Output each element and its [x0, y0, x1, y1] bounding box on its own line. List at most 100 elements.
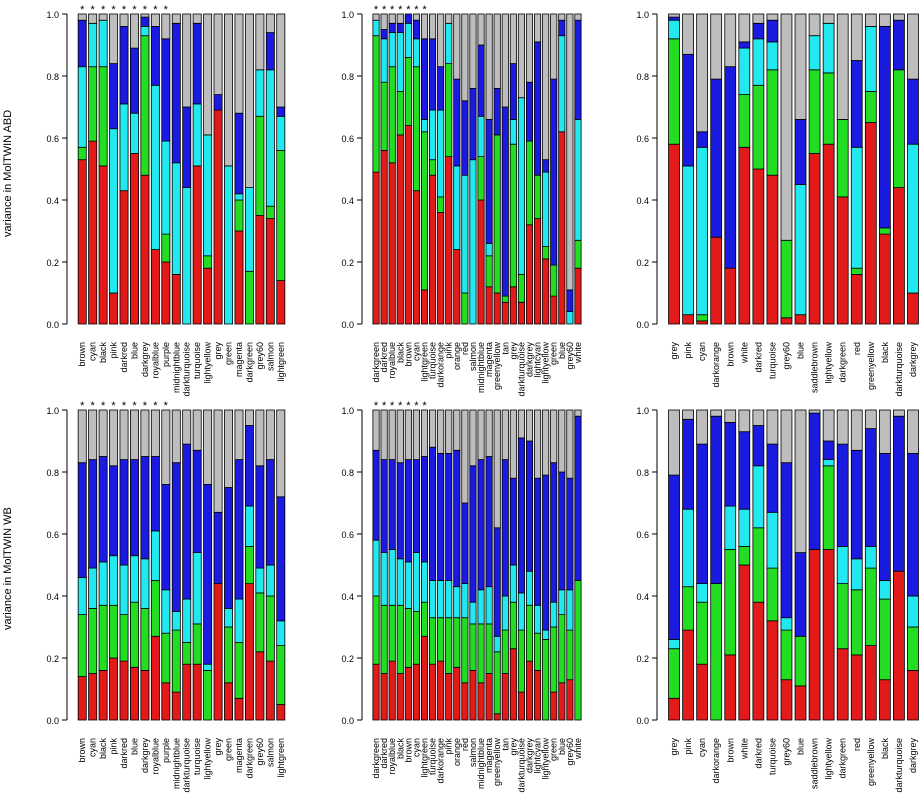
- bar-segment-grey: [461, 13, 469, 102]
- bar-segment-green: [244, 270, 254, 325]
- y-tick-label: 0.0: [341, 320, 354, 330]
- bar-segment-green: [234, 199, 244, 232]
- bar-segment-cyan: [542, 629, 550, 640]
- bar-segment-blue: [109, 63, 119, 130]
- category-label: red: [852, 342, 862, 355]
- bar-segment-grey: [396, 13, 404, 24]
- bar-segment-grey: [388, 409, 396, 460]
- bar-segment-grey: [140, 13, 150, 18]
- bar-segment-cyan: [453, 586, 461, 619]
- bar-segment-cyan: [453, 165, 461, 250]
- bar-segment-blue: [696, 443, 709, 585]
- category-label: midnightblue: [476, 342, 486, 393]
- bar-segment-grey: [850, 13, 863, 61]
- bar-segment-grey: [710, 409, 723, 417]
- bar-segment-blue: [752, 425, 765, 467]
- panel-bottom-left: 0.0 0.2 0.4 0.6 0.8 1.0 brown * cyan * black * pink *…: [46, 400, 285, 793]
- bar-segment-grey: [192, 13, 202, 24]
- significance-star: *: [122, 4, 127, 16]
- bar-segment-green: [493, 651, 501, 715]
- category-label: darkred: [119, 342, 129, 373]
- category-label: cyan: [88, 738, 98, 757]
- bar-segment-green: [517, 629, 525, 693]
- bar-segment-grey: [574, 409, 582, 417]
- bar-segment-blue: [171, 22, 181, 164]
- bar-segment-grey: [794, 409, 807, 554]
- bar-segment-red: [878, 233, 891, 325]
- category-label: white: [739, 342, 749, 364]
- bar-segment-red: [780, 679, 793, 721]
- bar-segment-cyan: [140, 25, 150, 37]
- y-tick-label: 0.8: [636, 72, 649, 82]
- bar-segment-cyan: [161, 140, 171, 235]
- y-tick-label: 0.6: [636, 134, 649, 144]
- bar-segment-blue: [119, 459, 129, 566]
- bar-segment-red: [372, 663, 380, 721]
- category-label: cyan: [697, 738, 707, 757]
- bar-segment-grey: [404, 409, 412, 460]
- category-label: lightyellow: [824, 342, 834, 384]
- bar-segment-green: [77, 614, 87, 677]
- bar-segment-cyan: [265, 564, 275, 597]
- bar-segment-cyan: [396, 32, 404, 92]
- bar-segment-red: [836, 648, 849, 721]
- y-tick-label: 0.4: [341, 196, 354, 206]
- bar-segment-cyan: [566, 311, 574, 325]
- bar-segment-green: [203, 670, 213, 721]
- category-label: grey: [213, 738, 223, 756]
- bar-segment-green: [182, 642, 192, 665]
- bar-segment-cyan: [412, 38, 420, 68]
- bar-segment-green: [752, 527, 765, 603]
- bar-segment-green: [203, 255, 213, 269]
- bar-segment-blue: [493, 88, 501, 136]
- category-label: pink: [444, 342, 454, 359]
- bar-segment-blue: [276, 106, 286, 117]
- y-tick-label: 1.0: [636, 406, 649, 416]
- significance-star: *: [132, 400, 137, 412]
- significance-star: *: [122, 400, 127, 412]
- bar-segment-cyan: [808, 35, 821, 71]
- y-tick-label: 1.0: [46, 406, 59, 416]
- bar-segment-green: [808, 69, 821, 154]
- bar-segment-red: [396, 673, 404, 721]
- bar-segment-red: [429, 174, 437, 325]
- bar-segment-grey: [738, 409, 751, 433]
- bar-segment-grey: [517, 13, 525, 99]
- bar-segment-cyan: [696, 583, 709, 603]
- y-tick-label: 0.2: [636, 654, 649, 664]
- category-label: white: [739, 738, 749, 760]
- bar-segment-cyan: [445, 22, 453, 64]
- y-tick-label: 0.6: [636, 530, 649, 540]
- y-tick-label: 0.4: [46, 196, 59, 206]
- category-label: lightgreen: [420, 342, 430, 382]
- bar-segment-cyan: [752, 38, 765, 86]
- category-label: darkturquoise: [516, 342, 526, 397]
- bar-segment-grey: [907, 409, 919, 454]
- bar-segment-green: [534, 174, 542, 219]
- significance-star: *: [91, 4, 96, 16]
- bar-segment-blue: [150, 25, 160, 86]
- category-label: blue: [557, 342, 567, 359]
- bar-segment-red: [509, 648, 517, 721]
- bar-segment-red: [724, 267, 737, 325]
- bar-segment-grey: [836, 13, 849, 120]
- bar-segment-green: [752, 84, 765, 170]
- bar-segment-grey: [182, 13, 192, 108]
- category-label: magenta: [234, 342, 244, 377]
- category-label: lightyellow: [203, 342, 213, 384]
- bar-segment-blue: [738, 41, 751, 49]
- bar-segment-red: [850, 273, 863, 325]
- y-tick-label: 0.8: [46, 468, 59, 478]
- bar-segment-green: [822, 465, 835, 550]
- bar-segment-cyan: [469, 601, 477, 625]
- significance-star: *: [422, 400, 427, 412]
- category-label: saddlebrown: [810, 738, 820, 789]
- bar-segment-grey: [710, 13, 723, 80]
- category-label: darkgrey: [140, 342, 150, 378]
- bar-segment-grey: [161, 409, 171, 485]
- bar-segment-red: [461, 682, 469, 721]
- bar-segment-cyan: [109, 555, 119, 606]
- category-label: blue: [129, 342, 139, 359]
- bar-segment-blue: [501, 106, 509, 297]
